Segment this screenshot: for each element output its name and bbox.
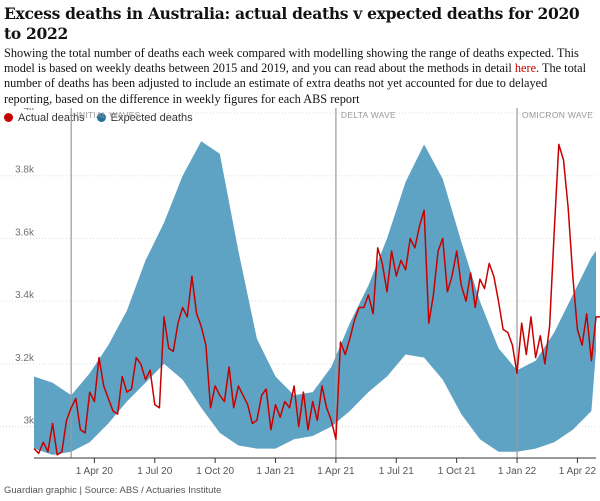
source-footer: Guardian graphic | Source: ABS / Actuari…: [4, 485, 222, 496]
chart-title: Excess deaths in Australia: actual death…: [4, 4, 580, 43]
wave-label: OMICRON WAVE: [522, 110, 593, 120]
x-tick-label: 1 Jul 21: [379, 466, 414, 477]
y-tick-label: 3.4k: [15, 290, 35, 301]
methods-link[interactable]: here: [514, 61, 537, 76]
wave-label: DELTA WAVE: [341, 110, 396, 120]
actual-dot-icon: [4, 113, 13, 123]
y-tick-label: 3k: [23, 416, 35, 427]
subtitle-text-end: . The total number of deaths has been ad…: [4, 61, 587, 106]
expected-dot-icon: [96, 113, 106, 123]
x-tick-label: 1 Apr 22: [559, 466, 597, 477]
y-tick-label: 3.2k: [15, 353, 35, 364]
legend-item-actual: Actual deaths: [4, 112, 85, 124]
y-tick-label: 4k: [23, 108, 35, 113]
legend: Actual deaths Expected deaths: [4, 112, 596, 124]
expected-deaths-band: [34, 141, 596, 455]
x-tick-label: 1 Jan 22: [498, 466, 537, 477]
legend-label-actual: Actual deaths: [18, 111, 85, 124]
wave-label: INITIAL WAVES: [76, 110, 141, 120]
x-tick-label: 1 Oct 21: [438, 466, 476, 477]
legend-label-expected: Expected deaths: [110, 111, 193, 124]
y-tick-label: 3.8k: [15, 165, 35, 176]
x-tick-label: 1 Apr 21: [317, 466, 355, 477]
legend-item-expected: Expected deaths: [96, 111, 193, 124]
x-tick-label: 1 Oct 20: [196, 466, 234, 477]
x-tick-label: 1 Jul 20: [137, 466, 172, 477]
subtitle-text-start: Showing the total number of deaths each …: [4, 46, 579, 76]
x-tick-label: 1 Apr 20: [76, 466, 114, 477]
chart-subtitle: Showing the total number of deaths each …: [4, 46, 596, 107]
y-tick-label: 3.6k: [15, 227, 35, 238]
x-tick-label: 1 Jan 21: [256, 466, 295, 477]
excess-deaths-chart: 3k 3.2k 3.4k 3.6k 3.8k 4k INITIAL WAVES DELTA W…: [0, 108, 600, 477]
actual-deaths-line: [33, 143, 600, 456]
